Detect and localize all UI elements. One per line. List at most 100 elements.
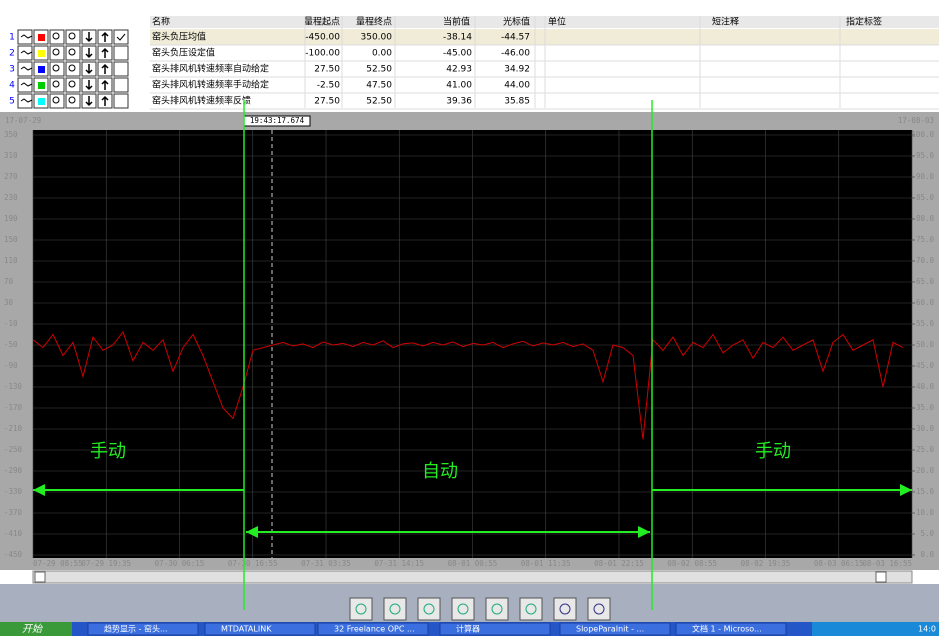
task-item[interactable] xyxy=(439,622,551,636)
tool-button[interactable] xyxy=(417,597,441,621)
y-tick-label: 70 xyxy=(4,277,14,286)
tool-button[interactable] xyxy=(553,597,577,621)
up-icon xyxy=(101,63,109,74)
row-button[interactable] xyxy=(49,45,65,61)
row-button[interactable] xyxy=(113,77,129,93)
row-index: 3 xyxy=(9,65,15,75)
tool-icon xyxy=(525,603,537,615)
tool-button[interactable] xyxy=(485,597,509,621)
row-button[interactable] xyxy=(65,93,81,109)
task-item[interactable] xyxy=(87,622,199,636)
row-button[interactable] xyxy=(113,93,129,109)
row-button[interactable] xyxy=(113,61,129,77)
row-button[interactable] xyxy=(65,29,81,45)
y2-tick-label: 50.0 xyxy=(916,340,935,349)
up-icon xyxy=(101,95,109,106)
row-button[interactable] xyxy=(17,29,33,45)
arrow-head xyxy=(900,484,912,496)
zoom-icon xyxy=(68,96,76,104)
row-button[interactable] xyxy=(113,29,129,45)
zoom-icon xyxy=(68,48,76,56)
cell: 47.50 xyxy=(366,81,392,91)
y-tick-label: -50 xyxy=(4,340,18,349)
task-item[interactable] xyxy=(317,622,429,636)
scroll-thumb[interactable] xyxy=(875,571,887,583)
row-button[interactable] xyxy=(65,45,81,61)
zoom-icon xyxy=(52,80,60,88)
cell: -45.00 xyxy=(443,49,472,59)
column-header: 量程终点 xyxy=(356,16,392,28)
clock: 14:0 xyxy=(918,625,936,634)
row-button[interactable] xyxy=(49,77,65,93)
y-tick-label: -290 xyxy=(4,466,23,475)
row-button[interactable] xyxy=(65,77,81,93)
tool-icon xyxy=(423,603,435,615)
row-button[interactable] xyxy=(17,77,33,93)
color-swatch xyxy=(38,82,45,89)
task-label: 文档 1 - Microso... xyxy=(692,624,762,634)
row-button[interactable] xyxy=(17,45,33,61)
y2-tick-label: 60.0 xyxy=(916,298,935,307)
down-icon xyxy=(85,64,93,75)
tool-button[interactable] xyxy=(587,597,611,621)
cell: -44.57 xyxy=(501,33,530,43)
manual-label: 手动 xyxy=(90,441,126,462)
zoom-icon xyxy=(52,96,60,104)
y-tick-label: 110 xyxy=(4,256,18,265)
scrollbar[interactable] xyxy=(32,570,913,584)
cell: 44.00 xyxy=(504,81,530,91)
row-button[interactable] xyxy=(17,93,33,109)
color-swatch xyxy=(38,66,45,73)
cell: -46.00 xyxy=(501,49,530,59)
tool-button[interactable] xyxy=(349,597,373,621)
row-button[interactable] xyxy=(49,93,65,109)
cell: 窑头排风机转速频率自动给定 xyxy=(152,63,269,75)
y2-tick-label: 10.0 xyxy=(916,508,935,517)
check xyxy=(116,33,126,41)
color-swatch xyxy=(38,34,45,41)
tool-button[interactable] xyxy=(451,597,475,621)
cell: 窑头排风机转速频率手动给定 xyxy=(152,79,269,91)
task-item[interactable] xyxy=(559,622,671,636)
x-tick-label: 08-03 16:55 xyxy=(862,559,912,568)
task-item[interactable] xyxy=(675,622,787,636)
row-index: 2 xyxy=(9,49,15,59)
y2-tick-label: 65.0 xyxy=(916,277,935,286)
cell: 0.00 xyxy=(372,49,392,59)
row-button[interactable] xyxy=(113,45,129,61)
row-button[interactable] xyxy=(49,61,65,77)
column-header: 名称 xyxy=(152,16,170,28)
y-tick-label: 190 xyxy=(4,214,18,223)
task-item[interactable] xyxy=(204,622,316,636)
down-icon xyxy=(85,48,93,59)
arrow-head xyxy=(638,526,650,538)
down-icon xyxy=(85,32,93,43)
row-button[interactable] xyxy=(49,29,65,45)
start-button[interactable] xyxy=(0,622,72,636)
column-header: 短注释 xyxy=(712,16,739,28)
up-icon xyxy=(101,47,109,58)
task-label: 计算器 xyxy=(456,624,480,634)
y-tick-label: -210 xyxy=(4,424,23,433)
tool-button[interactable] xyxy=(519,597,543,621)
y2-tick-label: 35.0 xyxy=(916,403,935,412)
tool-icon xyxy=(355,603,367,615)
tool-button[interactable] xyxy=(383,597,407,621)
down-icon xyxy=(85,96,93,107)
x-tick-label: 08-01 22:15 xyxy=(594,559,644,568)
scroll-left[interactable] xyxy=(34,571,46,583)
tool-icon xyxy=(593,603,605,615)
row-button[interactable] xyxy=(65,61,81,77)
row-button[interactable] xyxy=(17,61,33,77)
y2-tick-label: 100.0 xyxy=(911,130,934,139)
line-icon xyxy=(20,66,33,71)
y-tick-label: -330 xyxy=(4,487,23,496)
start-label: 开始 xyxy=(22,623,43,635)
cell: 42.93 xyxy=(446,65,472,75)
column-header: 指定标签 xyxy=(846,16,882,28)
y2-tick-label: 0.0 xyxy=(920,550,934,559)
cell: -2.50 xyxy=(317,81,341,91)
y-tick-label: 150 xyxy=(4,235,18,244)
arrow-head xyxy=(246,526,258,538)
